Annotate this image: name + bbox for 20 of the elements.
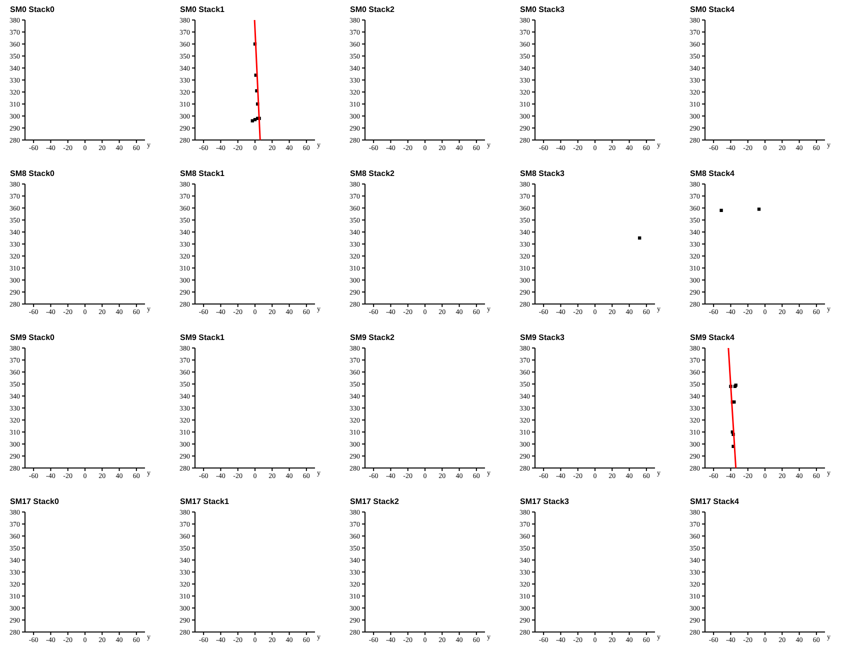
chart-title: SM8 Stack2 xyxy=(350,169,394,178)
chart-title: SM17 Stack2 xyxy=(350,497,399,506)
chart-title: SM0 Stack1 xyxy=(180,5,224,14)
chart-title: SM0 Stack4 xyxy=(690,5,734,14)
chart-title: SM0 Stack3 xyxy=(520,5,564,14)
chart-title: SM8 Stack0 xyxy=(10,169,54,178)
chart-title: SM9 Stack4 xyxy=(690,333,734,342)
chart-title: SM17 Stack4 xyxy=(690,497,739,506)
chart-title: SM17 Stack1 xyxy=(180,497,229,506)
chart-title: SM0 Stack2 xyxy=(350,5,394,14)
chart-title: SM9 Stack2 xyxy=(350,333,394,342)
chart-title: SM9 Stack0 xyxy=(10,333,54,342)
chart-title: SM8 Stack3 xyxy=(520,169,564,178)
chart-title: SM0 Stack0 xyxy=(10,5,54,14)
chart-title: SM8 Stack4 xyxy=(690,169,734,178)
chart-title: SM17 Stack0 xyxy=(10,497,59,506)
chart-title: SM17 Stack3 xyxy=(520,497,569,506)
chart-title: SM9 Stack1 xyxy=(180,333,224,342)
chart-title: SM9 Stack3 xyxy=(520,333,564,342)
chart-title: SM8 Stack1 xyxy=(180,169,224,178)
